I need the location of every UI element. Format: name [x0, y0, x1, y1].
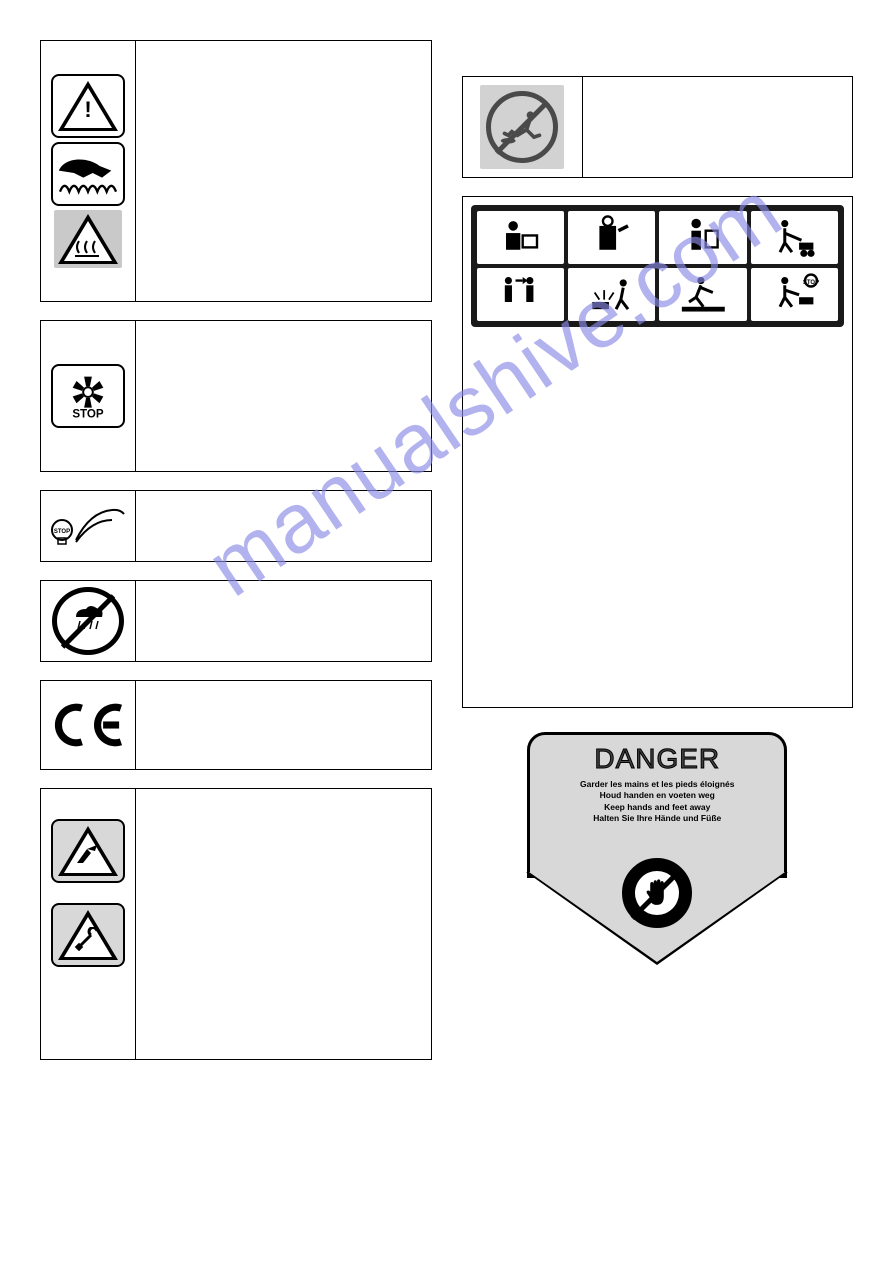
icon-cell: [463, 77, 583, 177]
ce-box: [40, 680, 432, 770]
stop-lever-icon: STOP: [48, 506, 128, 546]
text-cell: [463, 335, 853, 707]
danger-title: DANGER: [540, 743, 774, 775]
no-rain-icon: [52, 587, 124, 655]
left-column: !: [40, 40, 432, 1223]
no-reach-box: [462, 76, 854, 178]
icon-cell: [41, 789, 136, 1059]
ce-mark-icon: [48, 700, 128, 750]
stop-rotor-icon: STOP: [51, 364, 125, 428]
hot-surface-icon: [58, 214, 118, 264]
danger-line: Houd handen en voeten weg: [540, 790, 774, 801]
picto-operator-icon: [659, 211, 746, 264]
danger-top: DANGER Garder les mains et les pieds élo…: [527, 732, 787, 878]
danger-line: Garder les mains et les pieds éloignés: [540, 779, 774, 790]
text-cell: [136, 581, 431, 661]
picto-push-icon: [751, 211, 838, 264]
no-reach-icon: [486, 91, 558, 163]
text-cell: [136, 41, 431, 301]
service-warn-icon: [51, 903, 125, 967]
text-cell: [136, 491, 431, 561]
hot-surface-bg: [54, 210, 122, 268]
spacer: [462, 40, 854, 58]
icon-cell: [41, 581, 136, 661]
warn-hot-box: !: [40, 40, 432, 302]
svg-text:STOP: STOP: [54, 529, 70, 535]
picto-fuel-icon: [568, 211, 655, 264]
picto-strip-wrap: STOP: [463, 197, 853, 335]
picto-bystander-icon: [477, 268, 564, 321]
icon-cell: STOP: [41, 491, 136, 561]
danger-line: Halten Sie Ihre Hände und Füße: [540, 813, 774, 824]
danger-lines: Garder les mains et les pieds éloignés H…: [540, 779, 774, 825]
text-cell: [136, 681, 431, 769]
stop-rotor-box: STOP: [40, 320, 432, 472]
danger-badge: DANGER Garder les mains et les pieds élo…: [527, 732, 787, 878]
picto-slow-icon: STOP: [751, 268, 838, 321]
picto-debris-icon: [568, 268, 655, 321]
danger-prohibit-icon: [622, 858, 692, 928]
picto-read-icon: [477, 211, 564, 264]
gray-bg: [480, 85, 564, 169]
page-root: manualshive.com !: [0, 0, 893, 1263]
hand-flame-icon: [53, 145, 123, 203]
svg-text:STOP: STOP: [72, 407, 104, 420]
icon-cell: !: [41, 41, 136, 301]
burn-hand-icon: [51, 142, 125, 206]
warn-triangle-icon: !: [51, 74, 125, 138]
text-cell: [136, 789, 431, 1059]
text-cell: [136, 321, 431, 471]
picto-slip-icon: [659, 268, 746, 321]
hand-icon: [635, 871, 679, 915]
picto-strip-box: STOP: [462, 196, 854, 708]
text-cell: [583, 77, 853, 177]
no-rain-box: [40, 580, 432, 662]
icon-cell: [41, 681, 136, 769]
icon-cell: STOP: [41, 321, 136, 471]
danger-badge-wrap: DANGER Garder les mains et les pieds élo…: [462, 732, 854, 878]
danger-line: Keep hands and feet away: [540, 802, 774, 813]
picto-strip: STOP: [471, 205, 845, 327]
right-column: STOP DANGER Garder les mains et les pied…: [462, 40, 854, 1223]
maint-box: [40, 788, 432, 1060]
cut-warn-icon: [51, 819, 125, 883]
svg-text:STOP: STOP: [803, 280, 819, 286]
stop-lever-box: STOP: [40, 490, 432, 562]
